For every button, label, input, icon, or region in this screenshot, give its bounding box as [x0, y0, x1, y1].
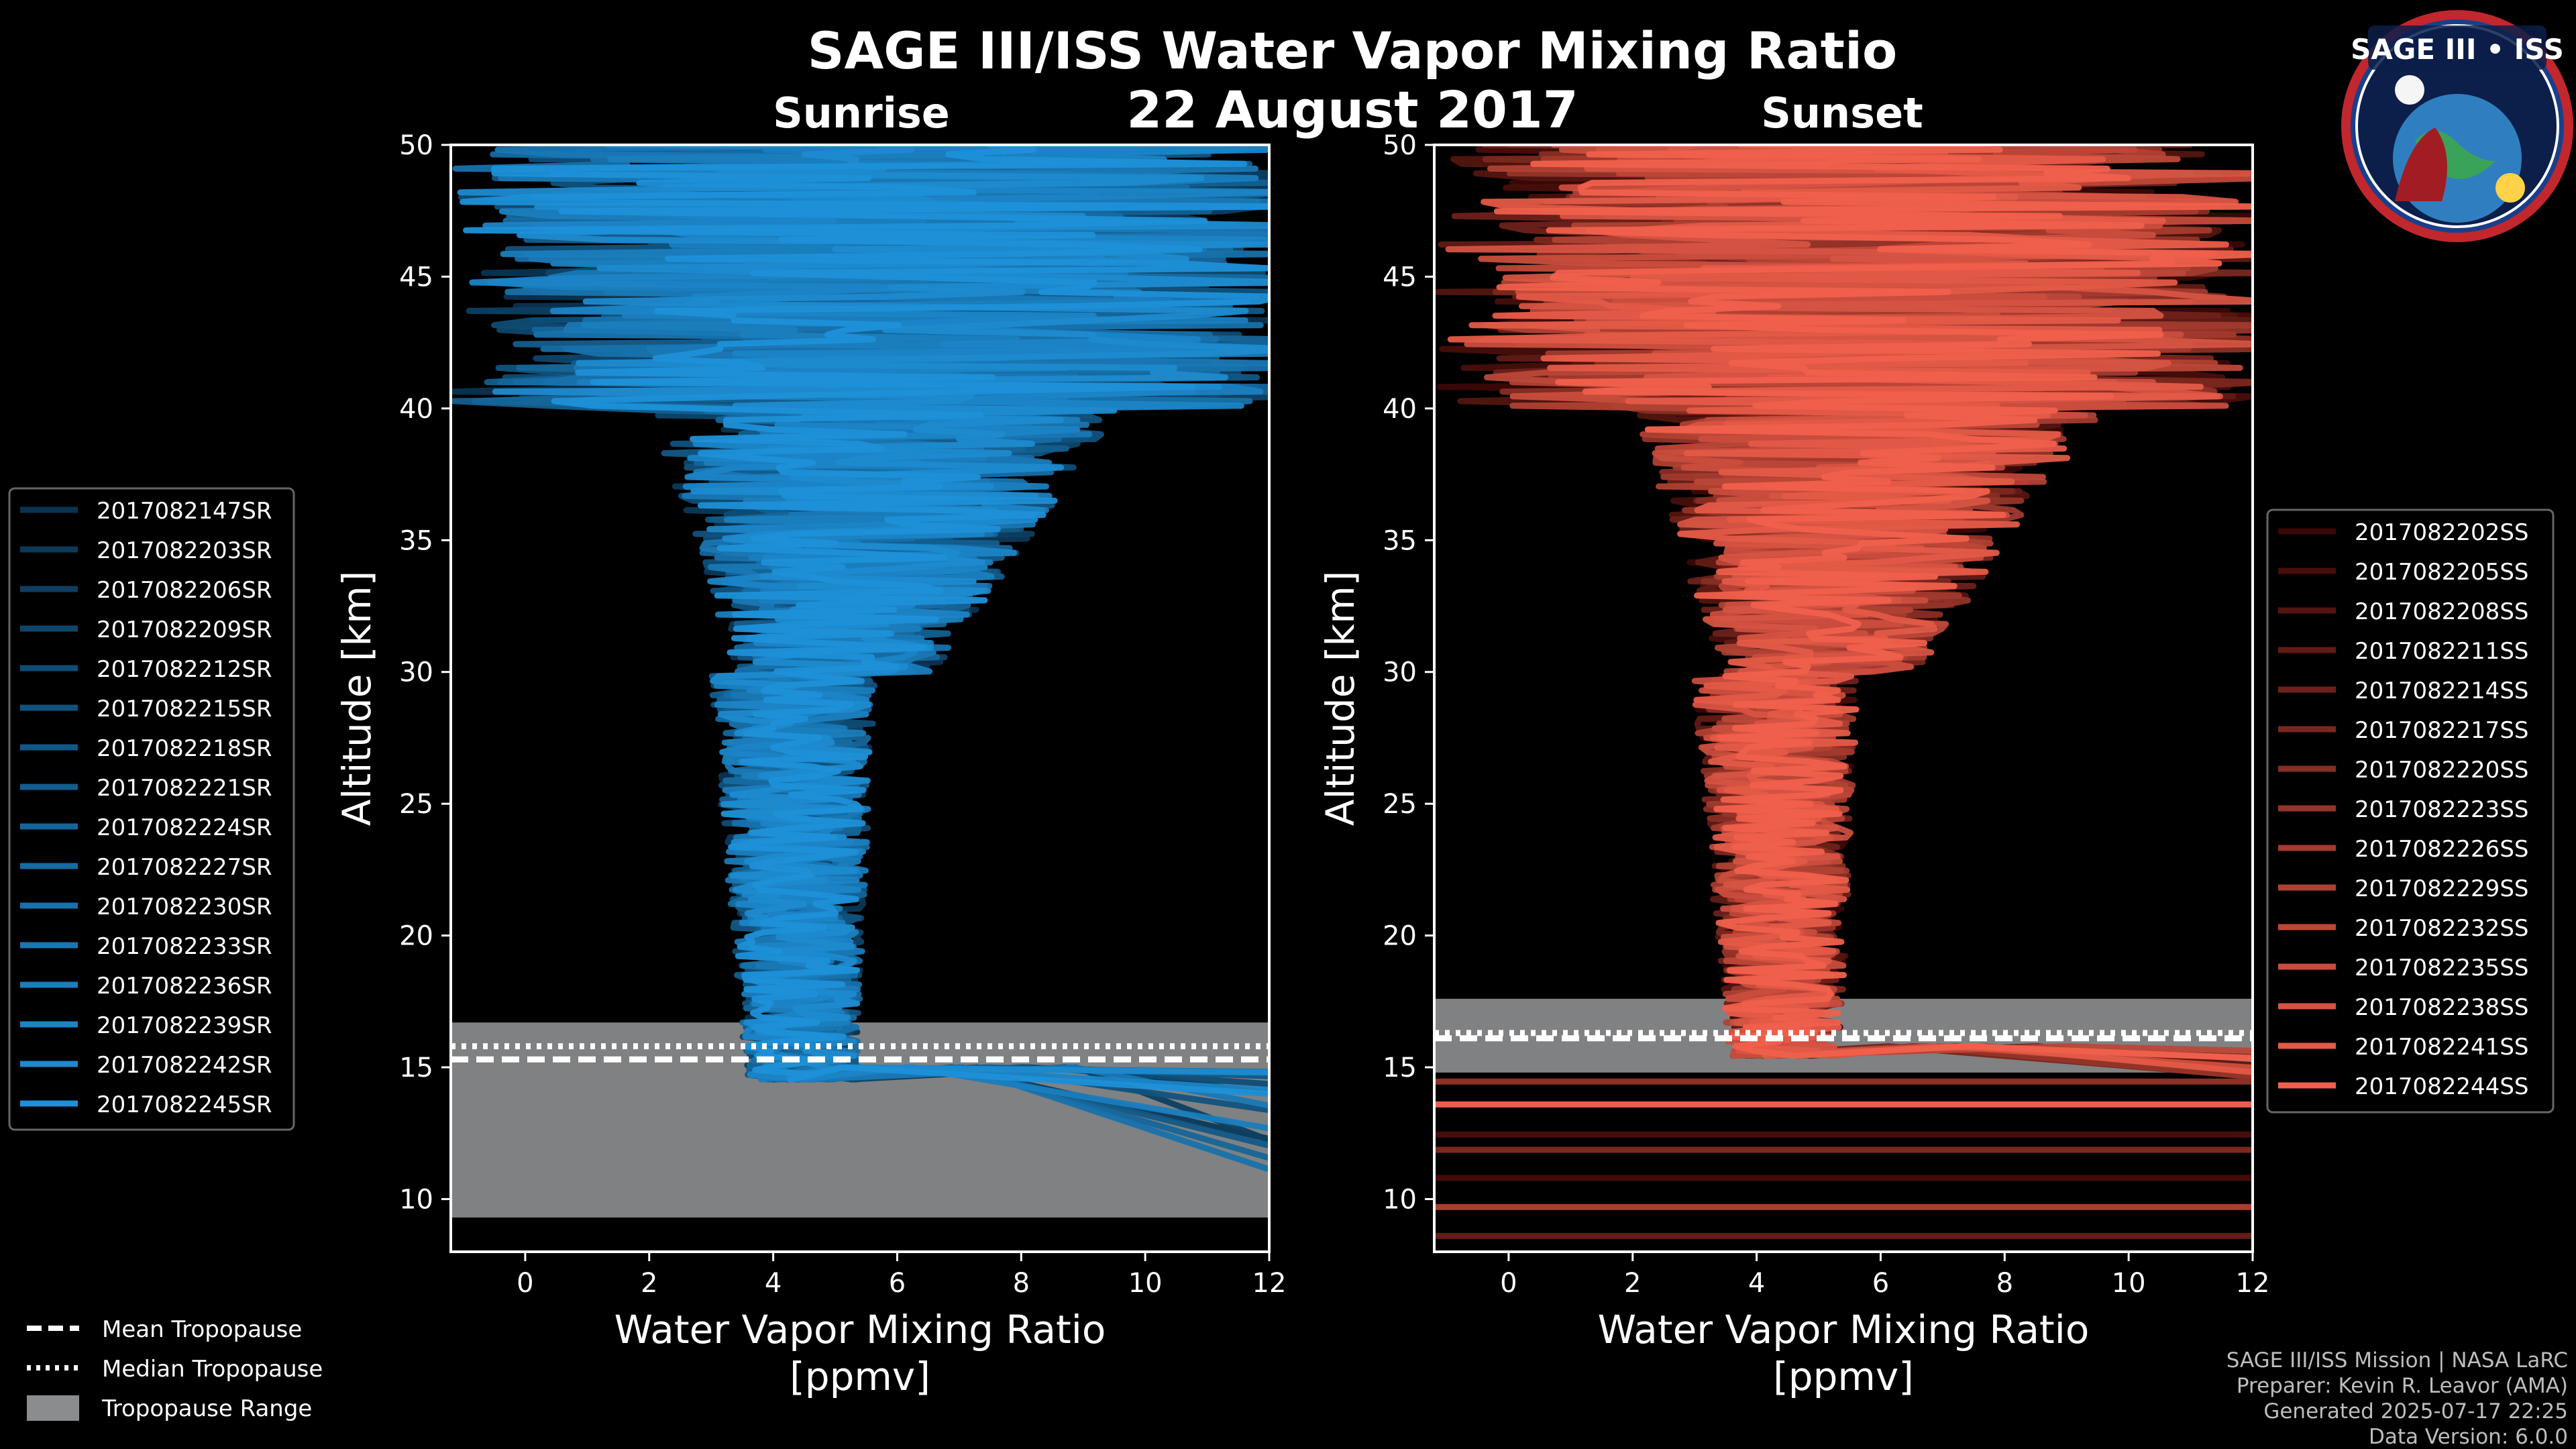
panel-title: Sunrise: [773, 89, 950, 138]
y-axis-label: Altitude [km]: [334, 571, 380, 826]
y-tick-label: 30: [399, 657, 433, 688]
y-tick-label: 35: [399, 525, 433, 556]
y-tick-label: 15: [1383, 1053, 1417, 1083]
legend-label: 2017082218SR: [97, 735, 272, 762]
legend-label: 2017082206SR: [97, 577, 272, 604]
x-tick-label: 0: [1500, 1268, 1517, 1299]
legend-label: 2017082229SS: [2355, 875, 2528, 902]
figure-title: SAGE III/ISS Water Vapor Mixing Ratio: [808, 21, 1898, 80]
tropopause-legend: Mean Tropopause Median Tropopause Tropop…: [27, 1316, 323, 1422]
legend-label: 2017082242SR: [97, 1052, 272, 1079]
median-tropopause-label: Median Tropopause: [102, 1356, 323, 1383]
x-axis-label: Water Vapor Mixing Ratio: [1598, 1307, 2090, 1352]
y-tick-label: 20: [1383, 921, 1417, 952]
legend-label: 2017082220SS: [2355, 757, 2528, 784]
legend-label: 2017082215SR: [97, 696, 272, 722]
legend-label: 2017082235SS: [2355, 955, 2528, 981]
plot-frame: [449, 144, 1271, 1253]
legend-label: 2017082241SS: [2355, 1034, 2528, 1061]
y-tick-label: 20: [399, 921, 433, 952]
x-tick-label: 2: [641, 1268, 657, 1299]
legend-label: 2017082203SR: [97, 537, 272, 564]
footer-preparer: Preparer: Kevin R. Leavor (AMA): [2237, 1374, 2568, 1398]
y-tick-label: 35: [1383, 525, 1417, 556]
legend-label: 2017082214SS: [2355, 678, 2528, 704]
sunrise-panel: Sunrise 0 2 4 6 8 10 12 10 15 20 25 30 35 40 45 50 Water …: [334, 89, 1287, 1399]
y-tick-label: 10: [1383, 1184, 1417, 1215]
x-axis-label: Water Vapor Mixing Ratio: [614, 1307, 1106, 1352]
x-tick-label: 8: [1996, 1268, 2013, 1299]
footer-mission: SAGE III/ISS Mission | NASA LaRC: [2226, 1348, 2568, 1373]
sunset-panel: Sunset 0 2 4 6 8 10 12 10 15 20 25 30 35 40 45 50 Water V…: [1318, 89, 2270, 1399]
sunset-legend: 2017082202SS 2017082205SS 2017082208SS 2017…: [2266, 508, 2555, 1114]
y-tick-label: 10: [399, 1184, 433, 1215]
x-axis-units: [ppmv]: [790, 1354, 930, 1399]
legend-label: 2017082227SR: [97, 854, 272, 881]
x-tick-label: 4: [1748, 1268, 1765, 1299]
legend-label: 2017082238SS: [2355, 994, 2528, 1021]
legend-label: 2017082233SR: [97, 933, 272, 960]
y-tick-label: 50: [399, 130, 433, 161]
x-axis-units: [ppmv]: [1773, 1354, 1914, 1399]
x-tick-label: 12: [2236, 1268, 2270, 1299]
y-tick-label: 45: [1383, 262, 1417, 292]
x-tick-label: 4: [765, 1268, 782, 1299]
panel-title: Sunset: [1761, 89, 1923, 138]
legend-label: 2017082224SR: [97, 814, 272, 841]
footer-version: Data Version: 6.0.0: [2369, 1425, 2568, 1449]
legend-label: 2017082205SS: [2355, 559, 2528, 586]
footer-generated: Generated 2025-07-17 22:25: [2263, 1399, 2568, 1424]
legend-label: 2017082221SR: [97, 775, 272, 802]
x-tick-label: 10: [1128, 1268, 1163, 1299]
y-tick-label: 50: [1383, 130, 1417, 161]
x-tick-label: 12: [1252, 1268, 1287, 1299]
x-tick-label: 10: [2112, 1268, 2146, 1299]
y-tick-label: 15: [399, 1053, 433, 1083]
profile-lines: [1434, 145, 2253, 1239]
y-tick-label: 30: [1383, 657, 1417, 688]
legend-label: 2017082217SS: [2355, 717, 2528, 744]
x-tick-label: 8: [1013, 1268, 1030, 1299]
y-tick-label: 25: [1383, 789, 1417, 820]
sunset-legend-frame: [2266, 508, 2555, 1114]
sunrise-legend-frame: [8, 487, 295, 1131]
legend-label: 2017082202SS: [2355, 519, 2528, 546]
x-tick-label: 6: [889, 1268, 906, 1299]
sunrise-legend: 2017082147SR 2017082203SR 2017082206SR 2017…: [8, 487, 295, 1131]
legend-label: 2017082232SS: [2355, 915, 2528, 942]
x-tick-label: 2: [1624, 1268, 1641, 1299]
y-tick-label: 40: [399, 394, 433, 425]
legend-label: 2017082208SS: [2355, 598, 2528, 625]
legend-label: 2017082245SR: [97, 1091, 272, 1118]
plot-frame: [1433, 144, 2254, 1253]
x-tick-label: 0: [517, 1268, 533, 1299]
profile-2017082244SS: [1493, 145, 2253, 1062]
legend-label: 2017082212SR: [97, 656, 272, 683]
legend-label: 2017082211SS: [2355, 638, 2528, 665]
x-tick-label: 6: [1872, 1268, 1889, 1299]
legend-label: 2017082209SR: [97, 616, 272, 643]
tropopause-range-label: Tropopause Range: [101, 1395, 312, 1422]
profile-lines: [451, 145, 1269, 1173]
y-tick-label: 40: [1383, 394, 1417, 425]
legend-label: 2017082244SS: [2355, 1073, 2528, 1100]
legend-label: 2017082230SR: [97, 894, 272, 920]
mean-tropopause-label: Mean Tropopause: [102, 1316, 302, 1343]
footer: SAGE III/ISS Mission | NASA LaRC Prepare…: [2226, 1348, 2568, 1449]
sage-logo: SAGE III • ISS: [2341, 10, 2573, 242]
profile-2017082245SR: [460, 145, 1269, 1097]
legend-label: 2017082147SR: [97, 498, 272, 525]
tropopause-range-swatch: [27, 1395, 79, 1421]
logo-text: SAGE III • ISS: [2351, 33, 2564, 66]
legend-label: 2017082223SS: [2355, 796, 2528, 823]
figure-date: 22 August 2017: [1126, 80, 1578, 140]
y-tick-label: 25: [399, 789, 433, 820]
y-tick-label: 45: [399, 262, 433, 292]
legend-label: 2017082226SS: [2355, 836, 2528, 863]
legend-label: 2017082236SR: [97, 973, 272, 1000]
legend-label: 2017082239SR: [97, 1012, 272, 1039]
y-axis-label: Altitude [km]: [1318, 571, 1363, 826]
